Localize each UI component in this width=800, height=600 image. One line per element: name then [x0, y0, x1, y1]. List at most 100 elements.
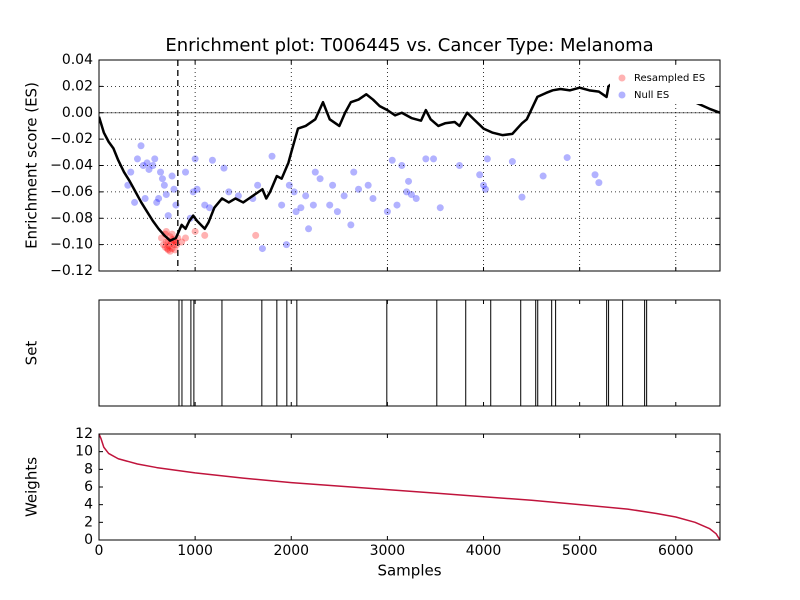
point [157, 168, 165, 176]
point [364, 181, 372, 189]
point [333, 208, 341, 216]
point [234, 192, 242, 200]
point [302, 192, 310, 200]
point [383, 208, 391, 216]
chart-title: Enrichment plot: T006445 vs. Cancer Type… [165, 35, 653, 56]
point [430, 155, 438, 163]
point [171, 246, 179, 254]
point [297, 204, 305, 212]
legend-marker [618, 74, 626, 82]
y-tick-label: 0.02 [62, 78, 93, 94]
point [201, 201, 209, 209]
point [168, 245, 176, 253]
y-tick-label: −0.04 [50, 158, 93, 174]
point [412, 194, 420, 202]
point [170, 241, 178, 249]
y-axis-label: Weights [23, 457, 41, 517]
y-axis-label: Set [23, 341, 41, 366]
point [131, 198, 139, 206]
legend-label: Null ES [634, 90, 669, 101]
point [350, 168, 358, 176]
x-axis-label: Samples [377, 562, 441, 580]
point [141, 194, 149, 202]
point [158, 175, 166, 183]
y-tick-label: −0.12 [50, 263, 93, 279]
axes-frame [98, 433, 721, 541]
point [311, 168, 319, 176]
x-tick-label: 2000 [273, 543, 309, 559]
x-tick-label: 3000 [370, 543, 406, 559]
point [254, 181, 262, 189]
point [189, 188, 197, 196]
point [481, 185, 489, 193]
point [193, 185, 201, 193]
point [405, 177, 413, 185]
point [127, 168, 135, 176]
plot-area [99, 434, 720, 540]
plot-area [178, 300, 648, 406]
point [220, 164, 228, 172]
point [595, 179, 603, 187]
point [422, 155, 430, 163]
point [316, 175, 324, 183]
y-tick-label: −0.08 [50, 210, 93, 226]
point [178, 238, 186, 246]
legend-box [610, 66, 714, 104]
y-tick-label: 0.04 [62, 52, 93, 68]
point [149, 162, 157, 169]
y-tick-label: 6 [84, 479, 93, 495]
point [133, 155, 141, 163]
y-tick-label: 12 [75, 426, 93, 442]
y-tick-label: 2 [84, 514, 93, 530]
point [355, 185, 363, 193]
axes-frame [98, 59, 721, 272]
y-tick-label: 0 [84, 532, 93, 548]
point [155, 194, 163, 202]
y-tick-label: −0.10 [50, 237, 93, 253]
series-line [99, 434, 720, 540]
point [206, 204, 214, 212]
point [191, 227, 199, 235]
point [168, 172, 176, 180]
point [162, 191, 170, 199]
legend-label: Resampled ES [634, 73, 705, 84]
point [268, 152, 276, 160]
y-tick-label: −0.02 [50, 131, 93, 147]
point [393, 201, 401, 209]
y-axis-label: Enrichment score (ES) [23, 82, 41, 249]
point [518, 193, 526, 201]
x-tick-label: 5000 [562, 543, 598, 559]
legend-marker [618, 91, 626, 99]
point [388, 156, 396, 164]
point [539, 172, 547, 180]
point [163, 245, 171, 253]
point [137, 142, 145, 150]
x-tick-label: 1000 [177, 543, 213, 559]
point [305, 225, 313, 233]
point [182, 168, 190, 176]
point [398, 162, 406, 169]
point [170, 185, 178, 193]
x-tick-label: 0 [95, 543, 104, 559]
x-tick-label: 4000 [466, 543, 502, 559]
point [173, 241, 181, 249]
point [591, 171, 599, 179]
axes-frame [98, 299, 721, 407]
point [151, 155, 159, 163]
point [258, 245, 266, 253]
point [369, 194, 377, 202]
point [508, 158, 516, 166]
point [403, 188, 411, 196]
point [563, 154, 571, 162]
point [191, 155, 199, 163]
y-tick-label: 10 [75, 444, 93, 460]
point [157, 234, 165, 242]
y-tick-label: 0.00 [62, 105, 93, 121]
point [143, 159, 151, 167]
point [252, 231, 260, 239]
point [166, 247, 174, 255]
point [329, 181, 337, 189]
point [282, 241, 290, 249]
x-tick-label: 6000 [658, 543, 694, 559]
